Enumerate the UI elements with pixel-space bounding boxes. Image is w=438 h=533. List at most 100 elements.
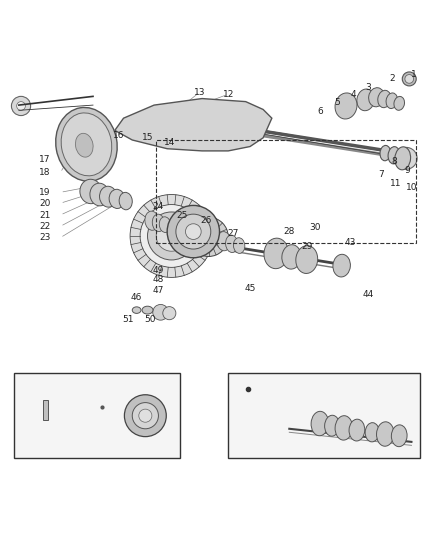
Bar [14,373,180,457]
Text: 50: 50 [144,315,155,324]
Text: 25: 25 [177,211,187,220]
Ellipse shape [379,146,390,161]
Text: 11: 11 [389,179,401,188]
Ellipse shape [159,217,170,232]
Circle shape [176,214,210,249]
Ellipse shape [216,232,230,251]
Ellipse shape [394,147,410,170]
Text: 2: 2 [388,75,394,84]
Ellipse shape [377,90,390,108]
Text: 46: 46 [131,293,142,302]
Ellipse shape [334,416,352,440]
Ellipse shape [109,189,124,208]
Ellipse shape [263,238,288,269]
Circle shape [394,148,416,169]
Circle shape [152,304,168,320]
Ellipse shape [364,423,378,442]
Text: 3: 3 [364,83,370,92]
Text: 19: 19 [39,188,51,197]
Text: 26: 26 [200,216,212,225]
Circle shape [404,75,413,83]
Text: 23: 23 [39,233,50,242]
Ellipse shape [56,108,117,181]
Bar [43,400,48,420]
Text: 48: 48 [152,275,164,284]
Text: 6: 6 [316,107,322,116]
Polygon shape [115,99,271,151]
Ellipse shape [32,387,45,394]
Text: 14: 14 [163,138,175,147]
Ellipse shape [368,88,384,107]
Ellipse shape [145,211,159,230]
Circle shape [132,402,158,429]
Ellipse shape [332,254,350,277]
Bar [156,140,415,243]
Text: 21: 21 [39,211,50,220]
Ellipse shape [281,245,300,269]
Text: 16: 16 [113,131,125,140]
Ellipse shape [311,411,328,436]
Circle shape [118,399,137,418]
Circle shape [239,392,295,448]
Circle shape [152,407,169,424]
Ellipse shape [334,93,356,119]
Text: 20: 20 [39,199,50,208]
Text: 27: 27 [226,229,238,238]
Circle shape [273,414,304,444]
Circle shape [50,409,61,420]
Ellipse shape [225,235,237,253]
Text: 5: 5 [334,99,339,108]
Ellipse shape [385,93,397,109]
Text: 1: 1 [410,70,416,79]
Circle shape [147,212,195,260]
Ellipse shape [387,147,399,164]
Text: 51: 51 [122,315,133,324]
Text: 9: 9 [403,166,409,175]
Circle shape [28,423,39,433]
Circle shape [401,154,410,163]
Bar [228,373,419,457]
Circle shape [254,407,280,433]
Circle shape [198,227,218,247]
Circle shape [130,195,212,277]
Ellipse shape [80,179,102,204]
Ellipse shape [61,113,112,176]
Text: 12: 12 [222,90,233,99]
Text: 8: 8 [390,157,396,166]
Text: 22: 22 [39,222,50,231]
Ellipse shape [348,419,364,441]
Ellipse shape [356,89,374,111]
Circle shape [156,221,186,251]
Circle shape [246,399,288,441]
Circle shape [21,395,47,422]
Ellipse shape [75,133,93,157]
Text: 10: 10 [405,183,416,192]
Circle shape [401,72,415,86]
Text: 47: 47 [152,286,164,295]
Ellipse shape [324,415,339,436]
Text: 7: 7 [377,171,383,180]
Circle shape [123,403,132,413]
Ellipse shape [119,192,132,210]
Text: 45: 45 [244,284,255,293]
Ellipse shape [132,307,141,313]
Circle shape [17,102,25,110]
Text: 13: 13 [194,87,205,96]
Circle shape [45,404,67,426]
Circle shape [23,417,45,439]
Circle shape [281,421,296,437]
Ellipse shape [152,214,164,231]
Ellipse shape [376,422,393,446]
Circle shape [11,96,31,116]
Text: 24: 24 [152,202,164,211]
Ellipse shape [233,238,244,253]
Circle shape [162,306,176,320]
Circle shape [167,205,219,258]
Text: 44: 44 [361,290,373,300]
Ellipse shape [142,306,152,314]
Text: 15: 15 [141,133,153,142]
Ellipse shape [99,186,117,207]
Ellipse shape [32,435,45,442]
Text: 43: 43 [344,238,355,247]
Text: 17: 17 [39,155,51,164]
